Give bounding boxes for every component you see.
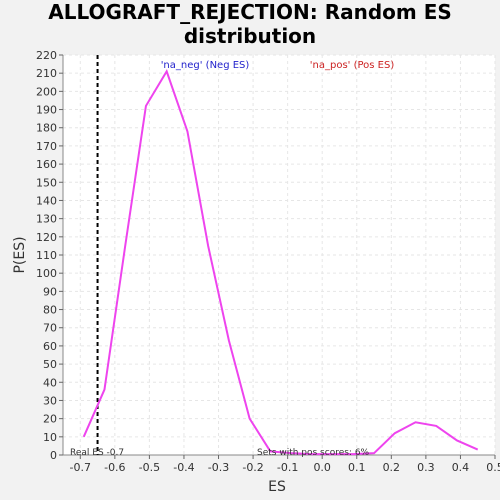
x-tick-label: 0.2 [383,461,401,474]
x-tick-label: -0.1 [277,461,298,474]
pos-es-annotation: 'na_pos' (Pos ES) [310,60,395,71]
y-axis-label: P(ES) [12,236,28,273]
y-tick-label: 150 [36,176,57,189]
y-tick-label: 90 [43,285,57,298]
x-tick-label: 0.5 [486,461,500,474]
x-tick-label: 0.4 [452,461,470,474]
y-tick-label: 50 [43,358,57,371]
y-tick-label: 80 [43,304,57,317]
x-tick-label: -0.5 [139,461,160,474]
y-tick-label: 70 [43,322,57,335]
y-tick-label: 160 [36,158,57,171]
y-tick-label: 60 [43,340,57,353]
y-tick-label: 140 [36,194,57,207]
chart-title-line-2: distribution [183,24,317,48]
x-tick-label: -0.2 [242,461,263,474]
y-tick-label: 170 [36,140,57,153]
neg-es-annotation: 'na_neg' (Neg ES) [161,60,250,71]
x-tick-label: -0.3 [208,461,229,474]
y-tick-label: 220 [36,49,57,62]
y-tick-label: 120 [36,231,57,244]
y-axis-ticks: 0 10 20 30 40 50 60 70 80 90 100 110 120 130 140 150 160… [36,49,63,462]
y-tick-label: 180 [36,122,57,135]
y-tick-label: 30 [43,394,57,407]
pos-fraction-label: Sets with pos scores: 6% [257,448,370,458]
y-tick-label: 210 [36,67,57,80]
x-axis-ticks: -0.7 -0.6 -0.5 -0.4 -0.3 -0.2 -0.1 0.0 0.1 0.2 0.3… [70,455,500,474]
y-tick-label: 190 [36,104,57,117]
y-tick-label: 40 [43,376,57,389]
es-distribution-series-line [82,69,479,456]
x-tick-label: -0.7 [70,461,91,474]
real-es-label: Real ES -0.7 [70,448,124,458]
y-tick-label: 130 [36,213,57,226]
y-tick-label: 10 [43,431,57,444]
chart-title: ALLOGRAFT_REJECTION: Random ES distribut… [0,0,500,48]
y-tick-label: 20 [43,413,57,426]
x-tick-label: -0.4 [173,461,194,474]
chart-title-line-1: ALLOGRAFT_REJECTION: Random ES [48,0,452,24]
y-tick-label: 0 [50,449,57,462]
x-tick-label: 0.3 [417,461,435,474]
x-axis-label: ES [268,479,286,495]
y-tick-label: 110 [36,249,57,262]
x-tick-label: 0.1 [348,461,366,474]
x-tick-label: 0.0 [313,461,331,474]
y-tick-label: 100 [36,267,57,280]
y-tick-label: 200 [36,85,57,98]
x-tick-label: -0.6 [104,461,125,474]
